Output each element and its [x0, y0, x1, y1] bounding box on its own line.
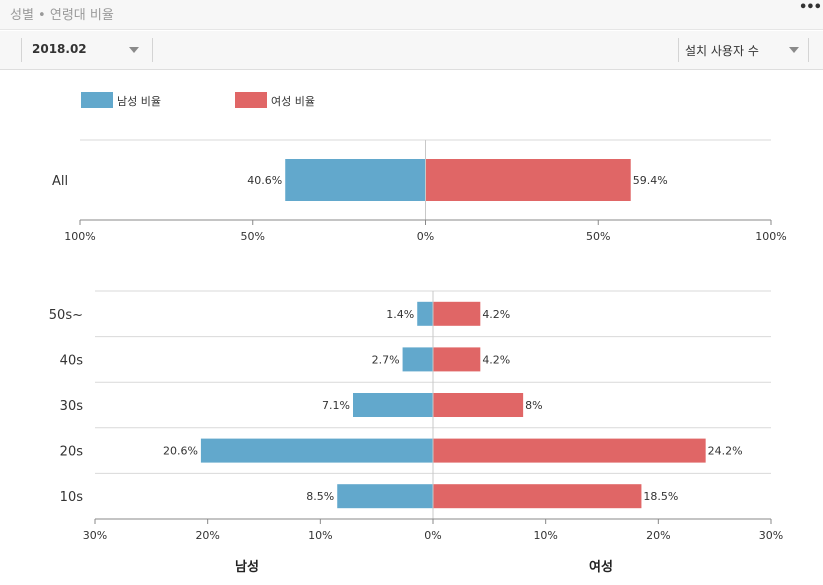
data-label-female: 4.2% — [482, 308, 510, 321]
bar-female — [433, 301, 481, 326]
data-label-male: 2.7% — [372, 353, 400, 366]
data-label-female: 18.5% — [643, 490, 678, 503]
legend-label-male: 남성 비율 — [117, 95, 161, 108]
bar-male — [402, 347, 433, 372]
category-label: 40s — [60, 353, 84, 368]
bar-male — [337, 484, 433, 509]
widget-header: 성별 • 연령대 비율 ••• — [0, 0, 823, 30]
bar-female — [433, 484, 642, 509]
chevron-down-icon — [789, 47, 799, 53]
x-tick-label: 0% — [424, 529, 441, 542]
legend-label-female: 여성 비율 — [271, 95, 315, 108]
chevron-down-icon — [129, 47, 139, 53]
bar-female — [433, 438, 706, 463]
legend-swatch-male — [81, 92, 113, 108]
category-label: 50s~ — [49, 308, 83, 323]
x-tick-label: 0% — [417, 230, 434, 243]
metric-select[interactable]: 설치 사용자 수 — [678, 38, 809, 62]
category-label: All — [52, 174, 68, 189]
data-label-female: 8% — [525, 399, 542, 412]
x-tick-label: 30% — [83, 529, 107, 542]
bar-male — [417, 301, 433, 326]
bar-female — [433, 393, 524, 417]
legend-swatch-female — [235, 92, 267, 108]
x-axis-title-male: 남성 — [235, 560, 259, 575]
x-tick-label: 20% — [195, 529, 219, 542]
category-label: 10s — [60, 490, 84, 505]
data-label-male: 40.6% — [247, 174, 282, 187]
bar-male — [200, 438, 433, 463]
x-tick-label: 100% — [755, 230, 786, 243]
metric-select-value: 설치 사용자 수 — [685, 44, 759, 58]
data-label-male: 8.5% — [306, 490, 334, 503]
x-tick-label: 10% — [308, 529, 332, 542]
x-tick-label: 30% — [759, 529, 783, 542]
x-axis-title-female: 여성 — [589, 560, 613, 575]
x-tick-label: 50% — [241, 230, 265, 243]
period-select[interactable]: 2018.02 — [21, 38, 153, 62]
data-label-female: 59.4% — [633, 174, 668, 187]
data-label-male: 20.6% — [163, 445, 198, 458]
period-select-value: 2018.02 — [32, 42, 87, 56]
data-label-male: 1.4% — [386, 308, 414, 321]
category-label: 30s — [60, 399, 84, 414]
data-label-male: 7.1% — [322, 399, 350, 412]
data-label-female: 24.2% — [708, 445, 743, 458]
x-tick-label: 20% — [646, 529, 670, 542]
filter-toolbar: 2018.02 설치 사용자 수 — [0, 31, 823, 70]
x-tick-label: 50% — [586, 230, 610, 243]
bar-male — [285, 159, 426, 201]
category-label: 20s — [60, 445, 84, 460]
bar-female — [433, 347, 481, 372]
bar-female — [425, 159, 631, 201]
data-label-female: 4.2% — [482, 353, 510, 366]
bar-male — [353, 393, 433, 417]
more-horizontal-icon[interactable]: ••• — [799, 0, 822, 15]
x-tick-label: 10% — [533, 529, 557, 542]
x-tick-label: 100% — [64, 230, 95, 243]
widget-title: 성별 • 연령대 비율 — [10, 8, 114, 23]
